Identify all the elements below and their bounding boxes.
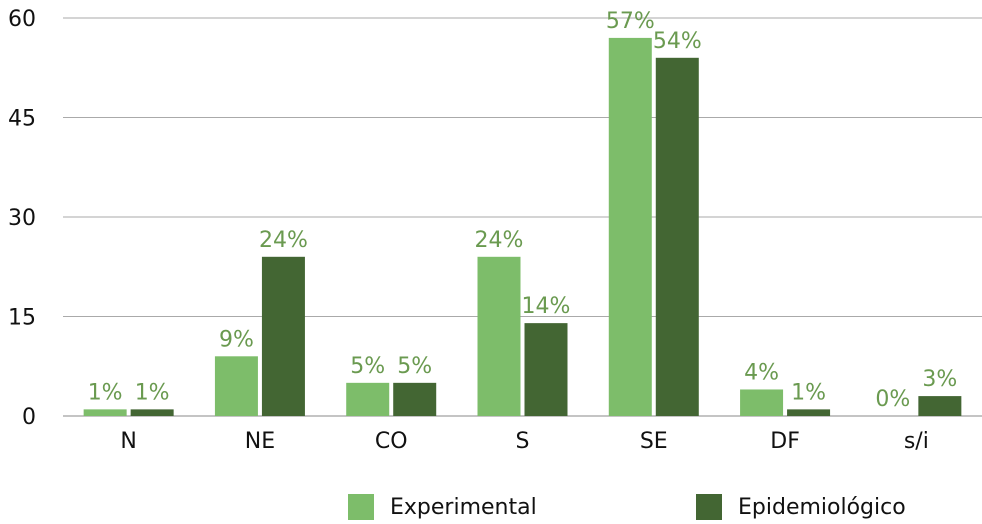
value-label: 24%: [475, 228, 524, 253]
value-label: 0%: [875, 387, 910, 412]
value-label: 5%: [350, 354, 385, 379]
bar: [346, 382, 390, 416]
y-tick-label: 45: [8, 107, 36, 132]
value-label: 5%: [397, 354, 432, 379]
bar: [655, 57, 699, 417]
legend-swatch: [696, 494, 722, 520]
x-tick-label: S: [516, 429, 530, 454]
y-tick-label: 60: [8, 7, 36, 32]
y-tick-label: 30: [8, 206, 36, 231]
value-label: 9%: [219, 327, 254, 352]
y-tick-label: 15: [8, 306, 36, 331]
value-label: 57%: [606, 9, 655, 34]
value-label: 3%: [922, 367, 957, 392]
bar: [918, 396, 962, 416]
value-label: 24%: [259, 228, 308, 253]
x-tick-label: CO: [375, 429, 408, 454]
y-tick-label: 0: [22, 405, 36, 430]
value-label: 1%: [135, 380, 170, 405]
legend-swatch: [348, 494, 374, 520]
value-label: 54%: [653, 29, 702, 54]
legend-label: Experimental: [390, 495, 537, 520]
value-label: 1%: [88, 380, 123, 405]
bar: [83, 409, 127, 416]
bar: [214, 356, 258, 416]
bar: [524, 323, 568, 416]
value-label: 4%: [744, 360, 779, 385]
bar: [261, 256, 305, 416]
x-tick-label: DF: [770, 429, 800, 454]
x-tick-label: s/i: [904, 429, 929, 454]
bar: [393, 382, 437, 416]
bar: [740, 389, 784, 416]
bar: [787, 409, 831, 416]
x-tick-label: SE: [640, 429, 668, 454]
bar: [130, 409, 174, 416]
bar: [608, 37, 652, 417]
x-tick-label: NE: [245, 429, 275, 454]
x-tick-label: N: [120, 429, 136, 454]
value-label: 14%: [522, 294, 571, 319]
legend-label: Epidemiológico: [738, 495, 906, 520]
value-label: 1%: [791, 380, 826, 405]
bar: [477, 256, 521, 416]
